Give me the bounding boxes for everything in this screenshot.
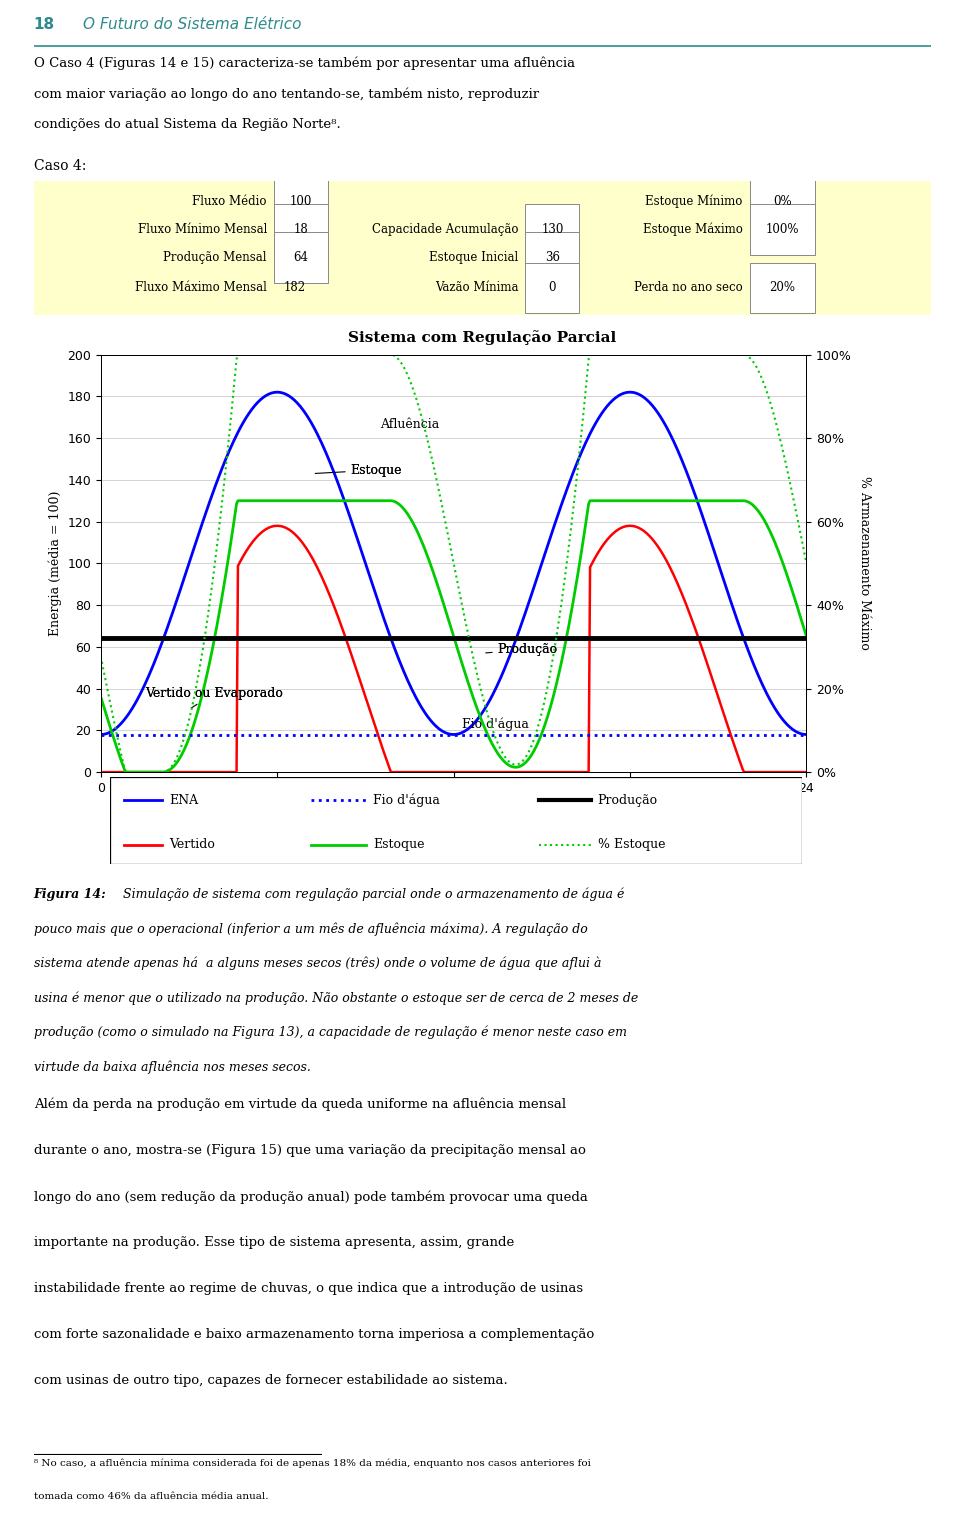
- Text: Produção Mensal: Produção Mensal: [163, 250, 267, 264]
- Text: 130: 130: [541, 223, 564, 236]
- Text: 18: 18: [294, 223, 308, 236]
- Text: 182: 182: [283, 281, 305, 295]
- Bar: [750, 262, 814, 313]
- Text: Figura 14:: Figura 14:: [34, 887, 107, 901]
- Text: Caso 4:: Caso 4:: [34, 160, 86, 173]
- Text: Produção: Produção: [497, 643, 558, 655]
- Text: Estoque: Estoque: [373, 838, 424, 852]
- Text: com usinas de outro tipo, capazes de fornecer estabilidade ao sistema.: com usinas de outro tipo, capazes de for…: [34, 1374, 507, 1388]
- Text: 36: 36: [545, 250, 560, 264]
- Y-axis label: Energia (média = 100): Energia (média = 100): [48, 491, 61, 635]
- Text: Além da perda na produção em virtude da queda uniforme na afluência mensal: Além da perda na produção em virtude da …: [34, 1098, 565, 1111]
- Text: O Caso 4 (Figuras 14 e 15) caracteriza-se também por apresentar uma afluência: O Caso 4 (Figuras 14 e 15) caracteriza-s…: [34, 57, 575, 71]
- Text: Capacidade Acumulação: Capacidade Acumulação: [372, 223, 518, 236]
- Text: Produção: Produção: [486, 643, 558, 655]
- Text: Perda no ano seco: Perda no ano seco: [634, 281, 743, 295]
- Bar: [275, 177, 328, 227]
- Text: com maior variação ao longo do ano tentando-se, também nisto, reproduzir: com maior variação ao longo do ano tenta…: [34, 87, 539, 101]
- Bar: [275, 232, 328, 282]
- Text: durante o ano, mostra-se (Figura 15) que uma variação da precipitação mensal ao: durante o ano, mostra-se (Figura 15) que…: [34, 1144, 586, 1157]
- Text: Fluxo Mínimo Mensal: Fluxo Mínimo Mensal: [137, 223, 267, 236]
- Text: 100%: 100%: [765, 223, 799, 236]
- Text: instabilidade frente ao regime de chuvas, o que indica que a introdução de usina: instabilidade frente ao regime de chuvas…: [34, 1282, 583, 1296]
- Bar: [525, 204, 579, 255]
- Text: Estoque Mínimo: Estoque Mínimo: [645, 195, 743, 207]
- Text: 20%: 20%: [769, 281, 795, 295]
- Text: 64: 64: [294, 250, 308, 264]
- Text: com forte sazonalidade e baixo armazenamento torna imperiosa a complementação: com forte sazonalidade e baixo armazenam…: [34, 1328, 594, 1342]
- Text: Vertido ou Evaporado: Vertido ou Evaporado: [145, 688, 283, 708]
- Text: ENA: ENA: [169, 794, 199, 807]
- Text: O Futuro do Sistema Elétrico: O Futuro do Sistema Elétrico: [84, 17, 301, 32]
- Text: Vazão Mínima: Vazão Mínima: [435, 281, 518, 295]
- Text: virtude da baixa afluência nos meses secos.: virtude da baixa afluência nos meses sec…: [34, 1061, 310, 1074]
- Text: Vertido: Vertido: [169, 838, 215, 852]
- Text: 0: 0: [549, 281, 556, 295]
- Bar: [275, 204, 328, 255]
- Text: 18: 18: [34, 17, 55, 32]
- Bar: [525, 262, 579, 313]
- Text: Vertido ou Evaporado: Vertido ou Evaporado: [145, 688, 283, 700]
- Text: 0%: 0%: [773, 195, 791, 207]
- Bar: [750, 204, 814, 255]
- Text: Produção: Produção: [598, 794, 658, 807]
- Text: produção (como o simulado na Figura 13), a capacidade de regulação é menor neste: produção (como o simulado na Figura 13),…: [34, 1025, 627, 1039]
- Text: longo do ano (sem redução da produção anual) pode também provocar uma queda: longo do ano (sem redução da produção an…: [34, 1190, 588, 1203]
- Text: Fio d'água: Fio d'água: [373, 794, 440, 807]
- Text: pouco mais que o operacional (inferior a um mês de afluência máxima). A regulaçã: pouco mais que o operacional (inferior a…: [34, 923, 588, 936]
- Text: Simulação de sistema com regulação parcial onde o armazenamento de água é: Simulação de sistema com regulação parci…: [119, 887, 624, 901]
- Text: condições do atual Sistema da Região Norte⁸.: condições do atual Sistema da Região Nor…: [34, 118, 341, 130]
- Text: Estoque Máximo: Estoque Máximo: [643, 223, 743, 236]
- Text: importante na produção. Esse tipo de sistema apresenta, assim, grande: importante na produção. Esse tipo de sis…: [34, 1236, 514, 1249]
- Y-axis label: % Armazenamento Máximo: % Armazenamento Máximo: [858, 476, 872, 651]
- Bar: [750, 177, 814, 227]
- Text: Fluxo Médio: Fluxo Médio: [192, 195, 267, 207]
- Text: 100: 100: [290, 195, 312, 207]
- Text: Estoque: Estoque: [315, 464, 402, 476]
- Text: Fio d'água: Fio d'água: [463, 718, 529, 731]
- Text: Estoque Inicial: Estoque Inicial: [429, 250, 518, 264]
- Text: ⁸ No caso, a afluência mínima considerada foi de apenas 18% da média, enquanto n: ⁸ No caso, a afluência mínima considerad…: [34, 1458, 590, 1467]
- Text: % Estoque: % Estoque: [598, 838, 665, 852]
- Text: tomada como 46% da afluência média anual.: tomada como 46% da afluência média anual…: [34, 1492, 268, 1501]
- Text: Estoque: Estoque: [350, 464, 402, 476]
- Text: usina é menor que o utilizado na produção. Não obstante o estoque ser de cerca d: usina é menor que o utilizado na produçã…: [34, 992, 637, 1005]
- Text: Sistema com Regulação Parcial: Sistema com Regulação Parcial: [348, 330, 616, 345]
- Text: Afluência: Afluência: [380, 418, 440, 431]
- Text: Fluxo Máximo Mensal: Fluxo Máximo Mensal: [135, 281, 267, 295]
- Bar: [525, 232, 579, 282]
- Text: sistema atende apenas há  a alguns meses secos (três) onde o volume de água que : sistema atende apenas há a alguns meses …: [34, 956, 601, 970]
